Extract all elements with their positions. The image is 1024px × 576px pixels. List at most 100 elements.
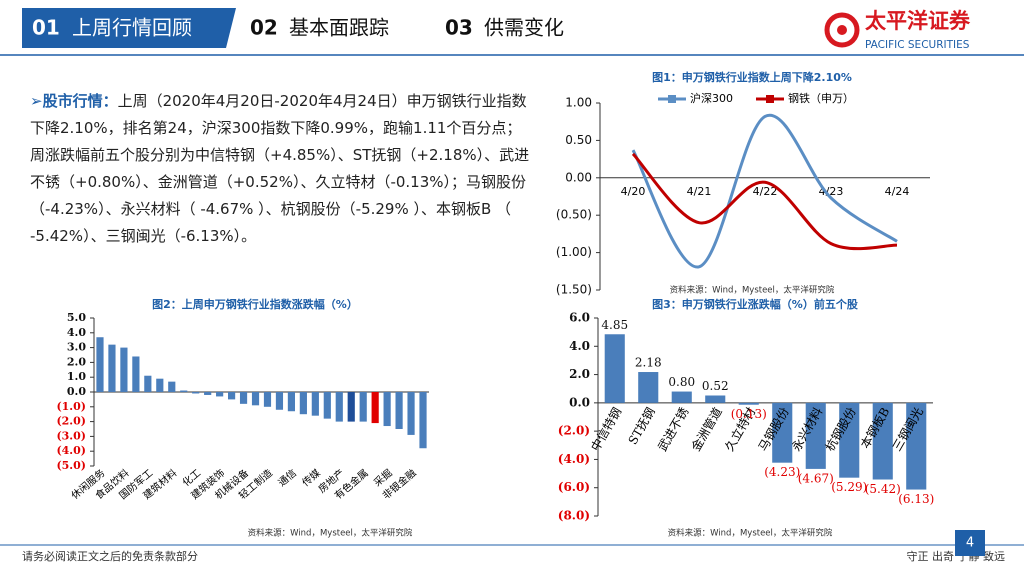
y-tick-label: 0.0 [569,395,590,409]
y-tick-label: (3.0) [56,429,86,442]
bar [395,392,403,429]
y-tick-label: 4.0 [569,339,590,353]
y-tick-label: (2.0) [56,415,86,428]
chart-title: 图1：申万钢铁行业指数上周下降2.10% [652,70,852,84]
y-tick-label: 3.0 [67,341,86,354]
bar [275,392,284,410]
legend-label: 钢铁（申万） [788,92,854,105]
bar [120,347,128,392]
y-tick-label: (2.0) [558,424,590,438]
bar [287,392,295,412]
y-tick-label: 6.0 [569,311,590,325]
tab-num[interactable]: 03 [445,16,473,40]
tab-num[interactable]: 01 [32,16,60,40]
bar [872,402,893,480]
bar [192,392,200,394]
page-number: 4 [966,536,974,551]
y-tick-label: 0.50 [565,133,592,147]
y-tick-label: 5.0 [67,311,86,324]
y-tick-label: 1.00 [565,96,592,110]
chart-source: 资料来源：Wind，Mysteel，太平洋研究院 [248,528,413,539]
chart-title: 图3：申万钢铁行业涨跌幅（%）前五个股 [652,297,859,311]
bar [108,344,116,392]
bar [805,402,826,469]
logo-icon [824,12,860,48]
bar [323,392,331,419]
x-tick-label: 通信 [276,467,299,489]
value-label: (5.42) [865,482,901,496]
value-label: (0.13) [731,407,767,421]
bar [638,372,659,403]
chart-title: 图2：上周申万钢铁行业指数涨跌幅（%） [152,297,358,311]
y-tick-label: (0.50) [556,208,592,222]
y-tick-label: (1.50) [556,283,592,297]
x-tick-label: 4/21 [687,185,712,198]
legend-marker [766,95,774,103]
y-tick-label: 0.0 [67,385,86,398]
legend-marker [668,95,676,103]
bar [906,402,927,490]
line [631,113,898,269]
tab-label[interactable]: 供需变化 [484,16,564,40]
bar [371,392,379,424]
y-tick-label: 2.0 [67,355,86,368]
x-tick-label: 4/23 [819,185,844,198]
tab-num[interactable]: 02 [250,16,278,40]
bar [168,381,176,392]
value-label: (4.67) [798,471,834,485]
chart-source: 资料来源：Wind，Mysteel，太平洋研究院 [670,285,835,296]
bar [180,390,188,392]
value-label: 0.52 [702,379,729,393]
bar [251,392,260,406]
tab-label[interactable]: 上周行情回顾 [72,16,192,40]
active-tab [22,8,236,48]
para-text: 上周（2020年4月20日-2020年4月24日）申万钢铁行业指数下降2.10%… [30,92,530,245]
para-label: 股市行情： [42,92,118,110]
y-tick-label: 2.0 [569,367,590,381]
value-label: (4.23) [764,465,800,479]
y-tick-label: 1.0 [67,370,86,383]
legend-label: 沪深300 [690,91,733,105]
bar [263,392,272,407]
page-box [955,530,985,556]
value-label: 0.80 [668,375,695,389]
bar [347,392,355,422]
paragraph: ➢股市行情：上周（2020年4月20日-2020年4月24日）申万钢铁行业指数下… [30,92,530,245]
value-label: (5.29) [831,480,867,494]
chart-source: 资料来源：Wind，Mysteel，太平洋研究院 [668,528,833,539]
tab-label[interactable]: 基本面跟踪 [289,16,389,40]
bar [216,392,224,397]
bar [132,356,140,392]
bar [311,392,319,416]
bar [228,392,236,400]
bar [359,392,367,422]
bar [738,402,759,405]
x-tick-label: 金洲管道 [688,405,725,454]
bar [299,392,307,415]
x-tick-label: 中信特钢 [587,405,624,454]
bar [839,402,860,478]
bar [705,395,726,403]
bar [144,375,152,392]
x-tick-label: 4/20 [621,185,646,198]
x-tick-label: ST抚钢 [626,405,658,447]
logo-dot [837,25,847,35]
bar [335,392,343,422]
y-tick-label: (6.0) [558,480,590,494]
bar [407,392,415,435]
bar [239,392,248,404]
logo-en: PACIFIC SECURITIES [865,39,970,51]
bar [604,334,625,403]
bar [156,378,164,392]
bar [419,392,427,449]
line [631,152,898,251]
y-tick-label: (1.0) [56,400,86,413]
x-tick-label: 4/24 [885,185,910,198]
logo-text: 太平洋证券 [865,9,971,33]
x-tick-label: 4/22 [753,185,778,198]
value-label: 4.85 [601,318,628,332]
y-tick-label: (1.00) [556,245,592,259]
value-label: 2.18 [635,356,662,370]
